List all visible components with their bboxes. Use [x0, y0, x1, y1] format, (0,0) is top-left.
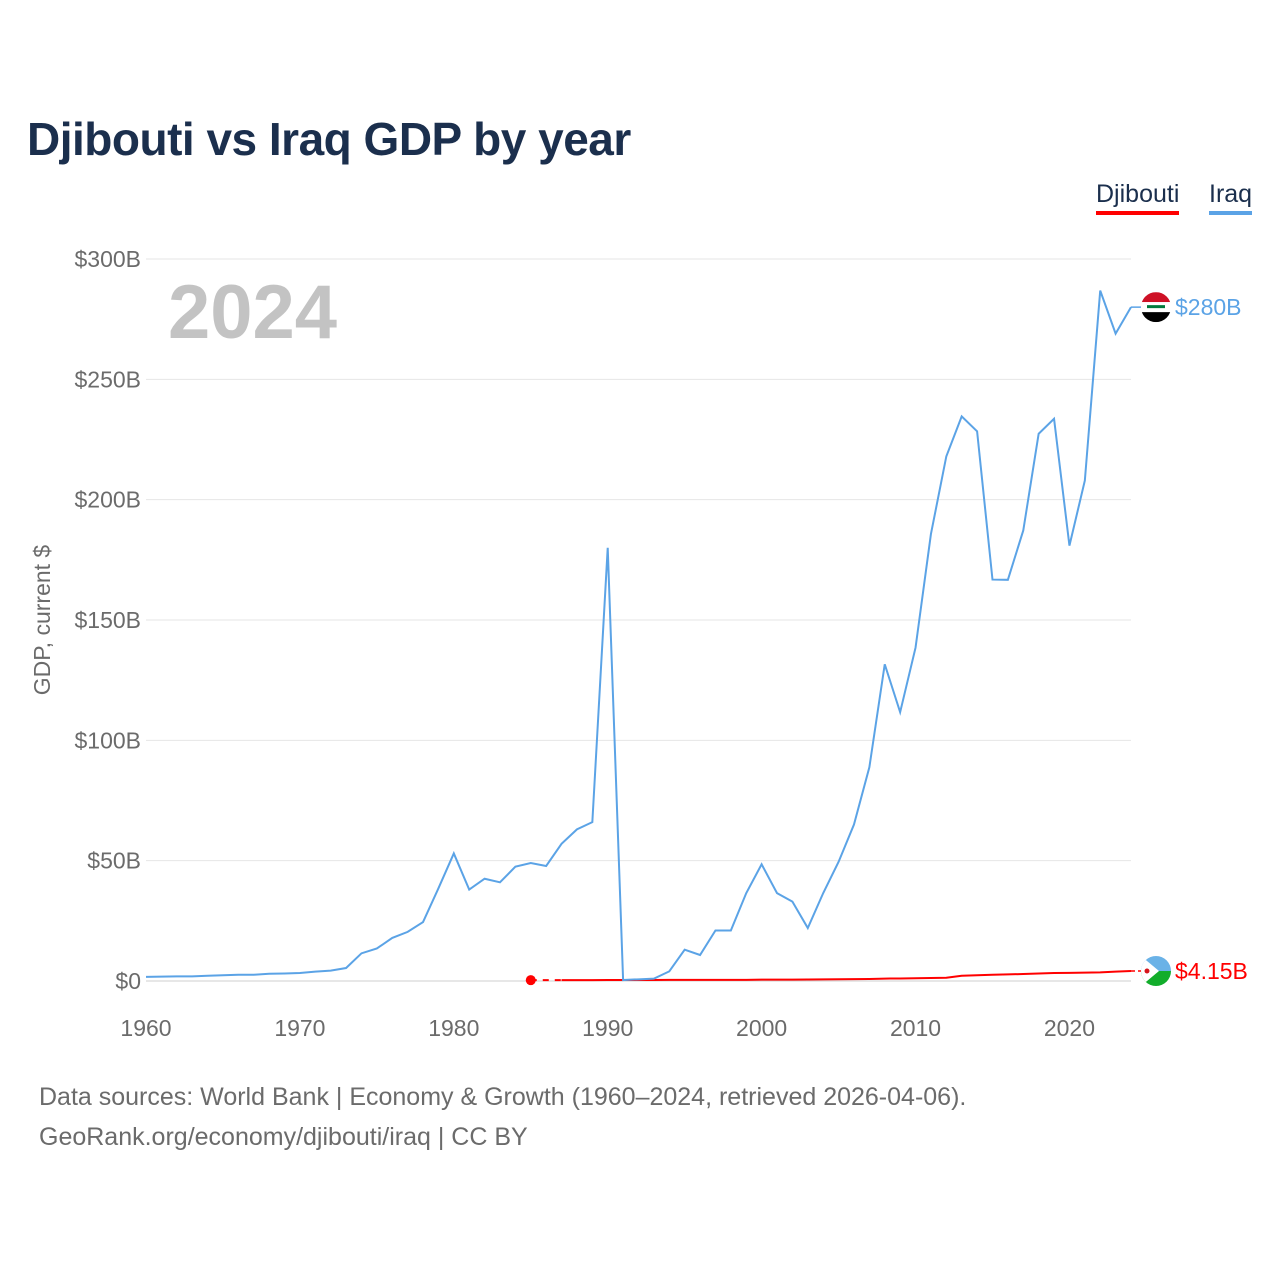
legend-label-djibouti: Djibouti: [1096, 180, 1180, 208]
legend-item-iraq[interactable]: Iraq: [1209, 180, 1253, 215]
legend-item-djibouti[interactable]: Djibouti: [1096, 180, 1180, 215]
y-tick-label: $50B: [87, 848, 141, 874]
y-tick-label: $250B: [74, 366, 141, 392]
djibouti-flag-icon: [1141, 956, 1171, 987]
x-tick-label: 2000: [736, 1015, 787, 1041]
iraq-flag-icon: [1141, 292, 1171, 323]
x-tick-label: 2010: [890, 1015, 941, 1041]
end-value-label-iraq: $280B: [1175, 294, 1242, 320]
y-tick-label: $0: [115, 968, 141, 994]
footer-link[interactable]: GeoRank.org/economy/djibouti/iraq | CC B…: [39, 1123, 528, 1151]
series-line-iraq: [145, 290, 1132, 982]
series-start-point-djibouti: [525, 975, 536, 986]
x-tick-label: 1990: [582, 1015, 633, 1041]
year-watermark: 2024: [168, 270, 337, 355]
legend-label-iraq: Iraq: [1209, 180, 1253, 208]
x-tick-label: 1970: [274, 1015, 325, 1041]
chart-title: Djibouti vs Iraq GDP by year: [27, 113, 631, 165]
end-value-label-djibouti: $4.15B: [1175, 958, 1248, 984]
y-tick-label: $300B: [74, 246, 141, 272]
y-tick-label: $150B: [74, 607, 141, 633]
x-tick-label: 1980: [428, 1015, 479, 1041]
series-lines: [145, 290, 1132, 986]
end-labels: $4.15B $280B: [1131, 292, 1248, 987]
y-tick-label: $100B: [74, 727, 141, 753]
footer-source: Data sources: World Bank | Economy & Gro…: [39, 1083, 967, 1111]
x-tick-label: 2020: [1044, 1015, 1095, 1041]
x-tick-label: 1960: [120, 1015, 171, 1041]
grid-lines: [146, 258, 1131, 982]
y-tick-label: $200B: [74, 487, 141, 513]
series-line-djibouti: [561, 970, 1132, 982]
y-axis-label: GDP, current $: [29, 545, 55, 696]
axis-labels: $0 $50B $100B $150B $200B $250B $300B 1960 1970 1…: [74, 246, 1095, 1041]
